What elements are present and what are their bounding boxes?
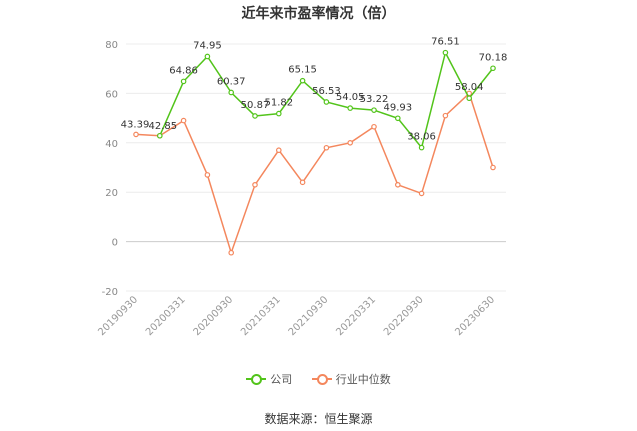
company-data-label: 70.18 (479, 52, 508, 63)
industry-median-point (371, 123, 377, 130)
company-data-label: 58.04 (455, 82, 484, 93)
y-tick-label: -20 (102, 287, 118, 298)
x-tick-label: 20190930 (96, 294, 140, 338)
company-point (371, 107, 377, 113)
industry-median-point (180, 117, 187, 124)
company-point (180, 78, 187, 85)
company-data-label: 76.51 (431, 37, 460, 48)
chart-title: 近年来市盈率情况（倍） (241, 6, 396, 22)
x-tick-label: 20200331 (144, 294, 188, 338)
industry-median-data-label: 43.39 (121, 119, 150, 130)
industry-median-point (442, 112, 449, 119)
y-tick-label: 0 (112, 238, 118, 249)
y-tick-label: 60 (105, 89, 118, 100)
company-point (299, 77, 306, 84)
x-tick-label: 20220930 (382, 294, 426, 338)
legend: 公司 行业中位数 (0, 371, 637, 388)
company-data-label: 50.87 (241, 100, 270, 111)
company-data-label: 56.53 (312, 86, 341, 97)
company-point (394, 115, 401, 122)
x-tick-label: 20210331 (239, 294, 283, 338)
industry-median-point (228, 249, 235, 256)
industry-median-data-label: 42.85 (148, 121, 177, 132)
company-point (323, 99, 330, 105)
y-tick-label: 20 (105, 188, 118, 199)
industry-median-point (323, 144, 330, 151)
company-point (228, 89, 235, 96)
company-data-label: 65.15 (288, 65, 317, 76)
data-source: 数据来源：恒生聚源 (264, 412, 373, 426)
industry-median-point (418, 190, 425, 197)
company-point (157, 132, 163, 139)
company-data-label: 60.37 (217, 76, 246, 87)
company-data-label: 64.86 (169, 65, 198, 76)
company-point (418, 144, 425, 151)
legend-item-industry-median[interactable]: 行业中位数 (311, 371, 391, 387)
x-tick-label: 20230630 (453, 294, 497, 338)
x-tick-label: 20210930 (287, 294, 331, 338)
industry-median-point (204, 172, 211, 178)
legend-swatch-industry-median (311, 373, 332, 385)
company-data-label: 54.05 (336, 92, 365, 103)
y-tick-label: 40 (105, 139, 118, 150)
company-data-label: 74.95 (193, 40, 222, 51)
x-tick-label: 20200930 (192, 294, 236, 338)
y-tick-label: 80 (105, 40, 118, 51)
industry-median-point (252, 181, 258, 188)
legend-item-company[interactable]: 公司 (246, 371, 292, 387)
company-point (252, 113, 258, 119)
legend-label-company: 公司 (270, 373, 293, 386)
series-line-industry-median (135, 92, 494, 256)
company-point (442, 49, 449, 56)
legend-swatch-company (246, 373, 267, 385)
company-data-label: 51.82 (264, 98, 293, 109)
company-data-label: 53.22 (360, 94, 389, 105)
company-data-label: 49.93 (383, 102, 412, 113)
industry-median-point (133, 131, 139, 138)
industry-median-point (299, 179, 306, 186)
company-point (204, 53, 211, 60)
company-point (490, 65, 496, 72)
company-data-label: 38.06 (407, 132, 436, 143)
industry-median-point (490, 164, 496, 171)
x-tick-label: 20220331 (334, 294, 378, 338)
industry-median-point (347, 140, 354, 146)
company-point (347, 105, 354, 111)
industry-median-point (394, 181, 401, 188)
company-point (466, 95, 473, 102)
legend-label-industry-median: 行业中位数 (335, 373, 391, 386)
industry-median-point (275, 147, 282, 154)
company-point (275, 110, 282, 117)
